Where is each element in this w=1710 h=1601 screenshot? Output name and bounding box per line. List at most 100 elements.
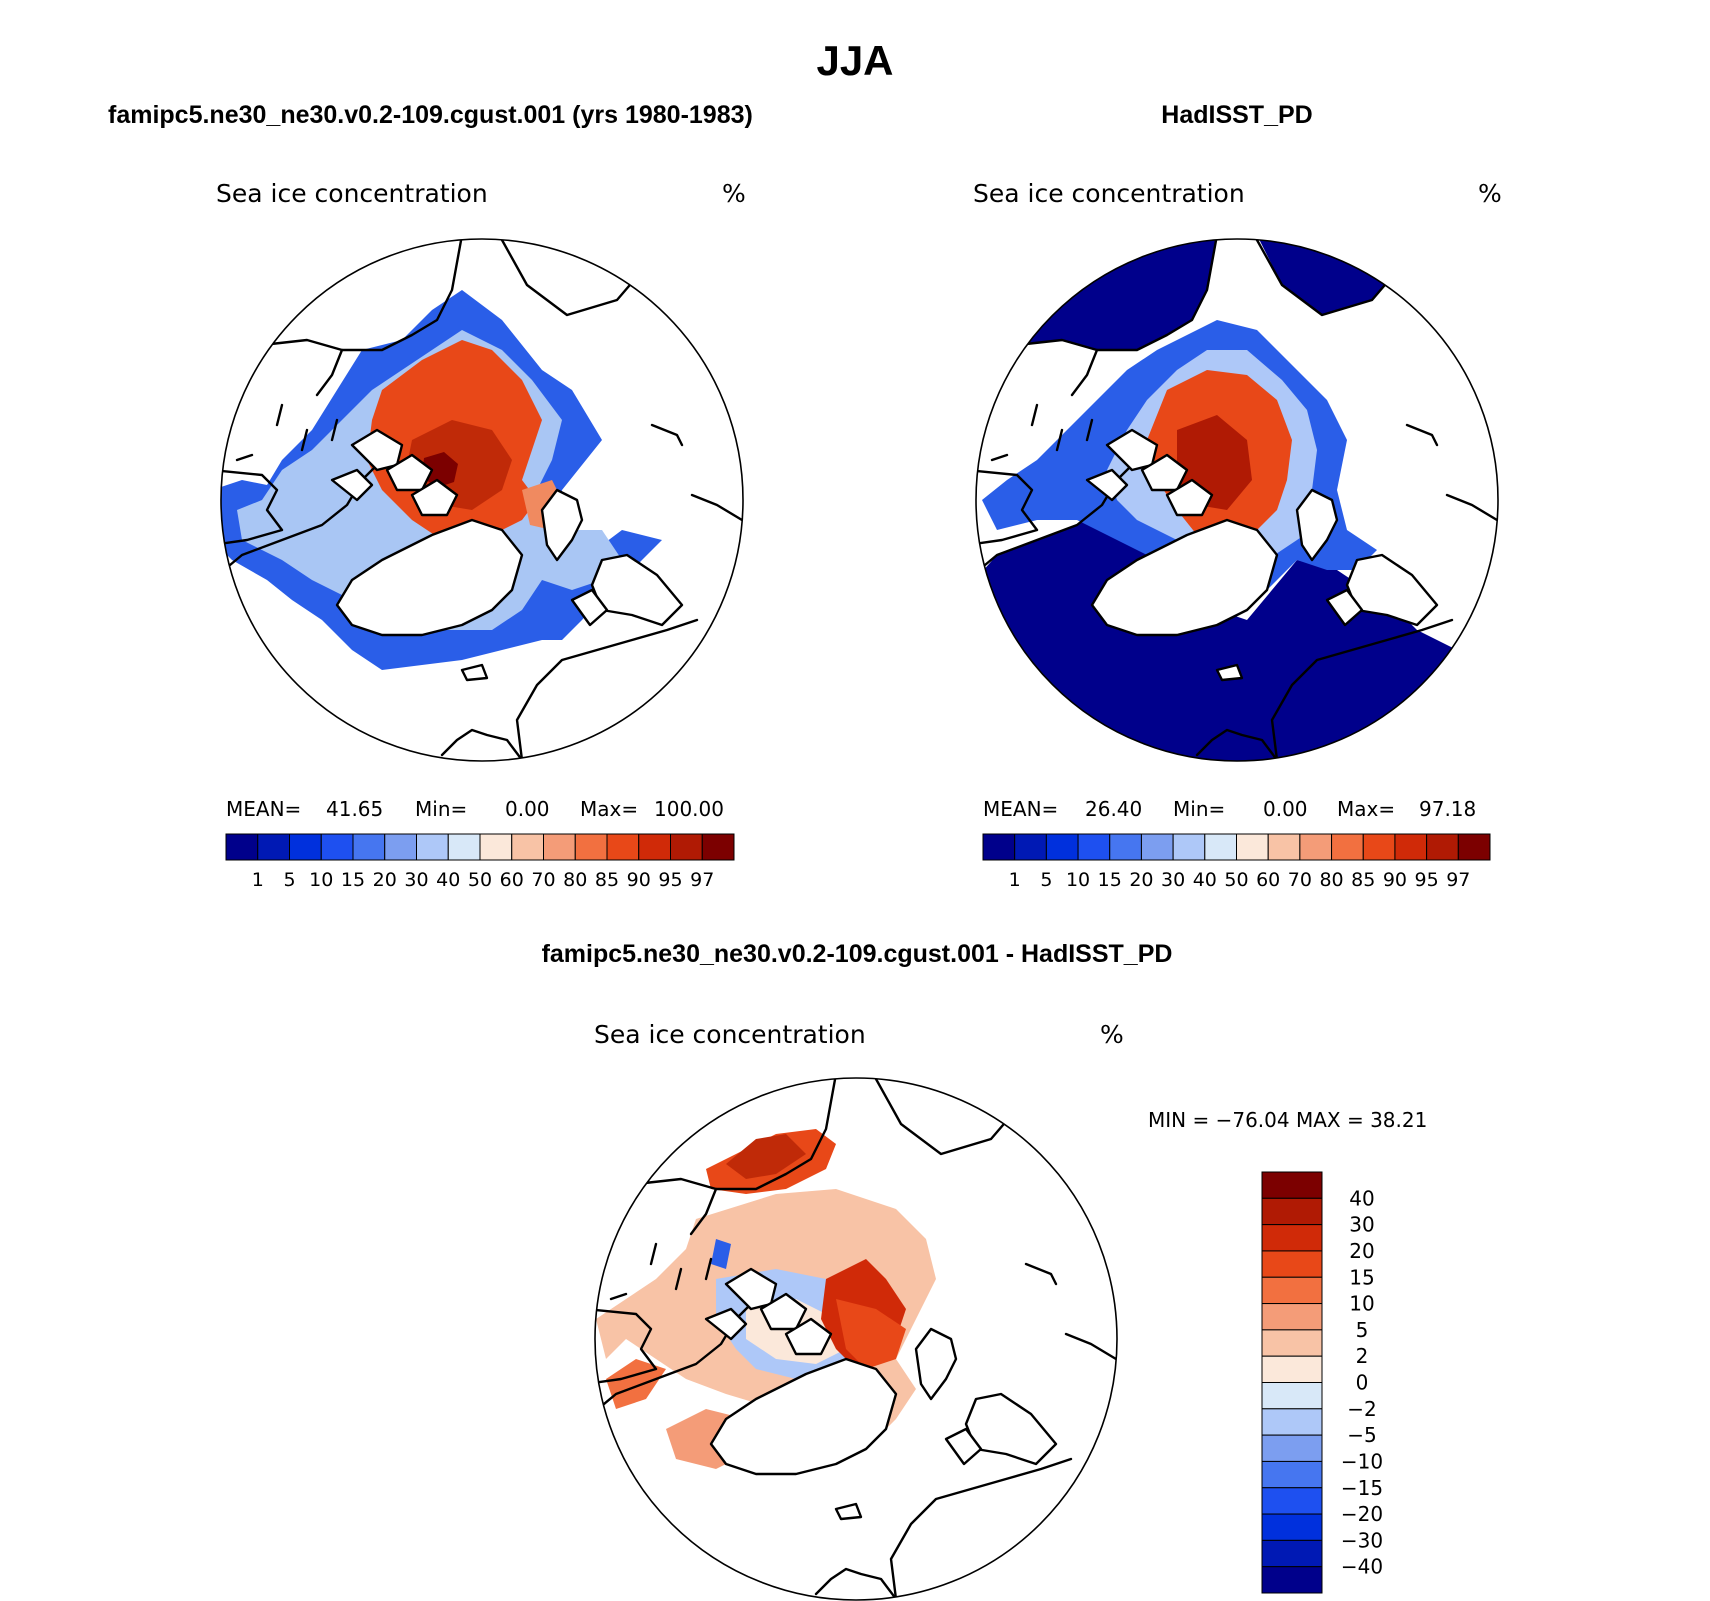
map-model [220,238,744,762]
colorbar-obs-tick-label: 90 [1383,869,1407,891]
colorbar-model-tick-label: 90 [627,869,651,891]
stat-obs-min: 0.00 [1263,797,1308,821]
colorbar-diff-tick-label: −40 [1341,1555,1383,1579]
colorbar-obs-tick-label: 40 [1193,869,1217,891]
colorbar-model-tick-label: 5 [283,869,295,891]
colorbar-model-tick-label: 30 [404,869,428,891]
colorbar-obs-tick-label: 5 [1040,869,1052,891]
diff-blue-archipelago [711,1239,731,1269]
panel-diff-variable: Sea ice concentration [594,1020,866,1049]
colorbar-diff-swatch [1261,1355,1323,1383]
colorbar-diff-swatch [1261,1513,1323,1541]
colorbar-diff-tick-label: −5 [1347,1423,1376,1447]
colorbar-model-swatch [670,833,703,861]
colorbar-model-tick-label: 95 [658,869,682,891]
colorbar-obs-tick-label: 10 [1066,869,1090,891]
colorbar-diff-tick-label: −15 [1341,1476,1383,1500]
colorbar-obs-swatch [1204,833,1237,861]
colorbar-model-swatch [225,833,259,861]
panel-model-title: famipc5.ne30_ne30.v0.2-109.cgust.001 (yr… [108,101,753,129]
map-diff-rim [594,1077,1118,1601]
colorbar-obs-tick-label: 15 [1098,869,1122,891]
stat-model-mean: 41.65 [326,797,383,821]
colorbar-diff-swatch [1261,1566,1323,1594]
stat-model-max: 100.00 [654,797,724,821]
colorbar-obs-swatch [1140,833,1174,861]
colorbar-diff-tick-label: 10 [1349,1292,1374,1316]
colorbar-obs-swatch [1394,833,1428,861]
map-obs-rim [975,238,1499,762]
colorbar-obs-swatch [1299,833,1333,861]
colorbar-diff-tick-label: −20 [1341,1502,1383,1526]
colorbar-diff-swatch [1261,1329,1323,1357]
colorbar-model-swatch [574,833,608,861]
panel-diff-title: famipc5.ne30_ne30.v0.2-109.cgust.001 - H… [542,940,1173,968]
ice-model-max-core [422,452,458,488]
colorbar-obs-swatch [1172,833,1206,861]
colorbar-diff-tick-label: −2 [1347,1397,1376,1421]
colorbar-model-swatch [606,833,640,861]
colorbar-diff-swatch [1261,1382,1323,1410]
colorbar-model-swatch [416,833,449,861]
stat-model-mean-label: MEAN= [226,797,301,821]
panel-model-units: % [722,179,746,208]
colorbar-model-swatch [511,833,544,861]
panel-model: famipc5.ne30_ne30.v0.2-109.cgust.001 (yr… [108,101,753,891]
figure-title: JJA [816,37,893,84]
diff-red-laptev [836,1299,906,1369]
colorbar-model-tick-label: 10 [309,869,333,891]
colorbar-diff-swatch [1261,1487,1323,1515]
colorbar-diff-tick-label: 20 [1349,1239,1374,1263]
colorbar-obs-tick-label: 60 [1256,869,1280,891]
colorbar-obs-tick-label: 95 [1415,869,1439,891]
colorbar-model-swatch [289,833,322,861]
colorbar-model-tick-label: 20 [373,869,397,891]
colorbar-diff-swatch [1261,1434,1323,1462]
colorbar-diff-swatch [1261,1303,1323,1331]
colorbar-obs-swatch [1362,833,1396,861]
diff-darkred-beaufort [726,1134,806,1179]
colorbar-diff-tick-label: 2 [1356,1344,1369,1368]
colorbar-model-tick-label: 70 [531,869,555,891]
ocean-obs-pacific [976,239,1498,350]
colorbar-diff-tick-label: 40 [1349,1186,1374,1210]
colorbar-obs-tick-label: 1 [1009,869,1021,891]
colorbar-model-swatch [543,833,576,861]
colorbar-obs-tick-label: 97 [1446,869,1470,891]
panel-diff: famipc5.ne30_ne30.v0.2-109.cgust.001 - H… [542,940,1427,1601]
colorbar-obs-tick-label: 20 [1129,869,1153,891]
colorbar-obs-tick-label: 70 [1288,869,1312,891]
colorbar-diff-tick-label: 0 [1356,1371,1369,1395]
panel-obs: HadISST_PD Sea ice concentration % MEAN=… [973,101,1502,891]
colorbar-model-tick-label: 97 [690,869,714,891]
colorbar-diff-swatch [1261,1197,1323,1226]
colorbar-obs-swatch [982,833,1016,861]
panel-model-variable: Sea ice concentration [216,179,488,208]
colorbar-model-tick-label: 1 [252,869,264,891]
stat-obs-max: 97.18 [1419,797,1476,821]
panel-obs-title: HadISST_PD [1161,101,1312,129]
colorbar-diff-tick-label: −10 [1341,1449,1383,1473]
colorbar-model-tick-label: 85 [595,869,619,891]
colorbar-diff-swatch [1261,1224,1323,1252]
colorbar-obs-tick-label: 30 [1161,869,1185,891]
colorbar-obs-swatch [1014,833,1047,861]
stat-model-max-label: Max= [580,797,638,821]
colorbar-obs-tick-label: 80 [1319,869,1343,891]
panel-diff-minmax: MIN = −76.04 MAX = 38.21 [1148,1108,1427,1132]
colorbar-model: 1 5 10 15 20 30 40 50 60 70 80 85 90 95 97 [225,833,735,891]
stat-obs-mean-label: MEAN= [983,797,1058,821]
colorbar-model-swatch [384,833,417,861]
colorbar-obs-swatch [1426,833,1459,861]
colorbar-diff-swatch [1261,1276,1323,1305]
colorbar-diff-tick-label: 30 [1349,1213,1374,1237]
diff-orange-greenland [606,1359,666,1409]
colorbar-diff-swatch [1261,1250,1323,1278]
colorbar-diff-swatch [1261,1408,1323,1436]
colorbar-model-swatch [638,833,671,861]
map-model-rim [220,238,744,762]
colorbar-model-swatch [320,833,354,861]
colorbar-obs-swatch [1236,833,1269,861]
